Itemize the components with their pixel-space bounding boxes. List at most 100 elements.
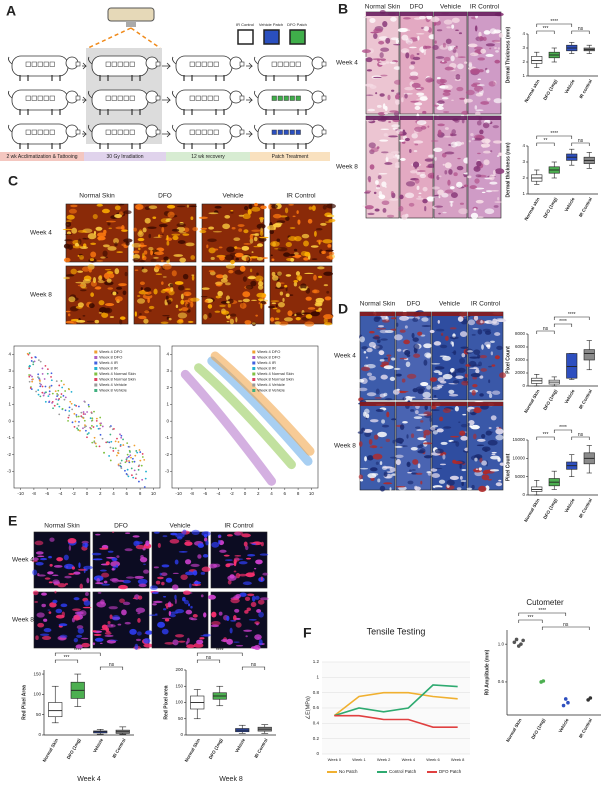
texture [65,221,72,227]
embedding-point [136,451,139,454]
embedding-point [91,417,94,420]
y-tick-label: -3 [165,468,169,473]
texture [274,317,280,321]
texture [463,98,473,103]
texture [307,307,316,310]
texture [474,46,483,50]
texture [90,251,97,258]
embedding-point [63,398,66,401]
texture [283,252,291,257]
embedding-point [86,433,89,436]
texture [459,202,465,205]
row-label: Week 8 [12,617,34,624]
data-point [514,637,519,642]
x-tick-label: 8 [297,491,300,496]
texture [459,358,466,365]
texture [311,205,316,211]
texture [467,319,476,326]
significance-bracket [536,436,555,440]
texture [137,230,144,238]
texture [230,313,237,317]
texture [432,386,441,391]
texture [404,137,410,142]
y-tick-label: 200 [175,667,183,672]
texture [256,608,262,613]
texture [256,256,264,261]
y-tick-label: 8000 [515,331,526,336]
embedding-point [141,478,144,481]
tattoo [271,129,277,135]
texture [358,474,364,480]
y-tick-label: 100 [33,692,41,697]
texture [316,239,323,243]
tattoo [201,129,207,135]
texture [411,133,418,139]
embedding-point [128,460,130,462]
texture [403,339,410,345]
texture [364,190,372,193]
texture [487,439,498,446]
texture [135,204,144,210]
x-tick-label: 8 [139,491,142,496]
embedding-point [114,440,117,443]
texture [113,238,119,244]
texture [409,46,417,49]
texture [95,226,103,231]
texture [37,574,46,577]
texture [65,233,73,236]
texture [379,446,383,449]
x-tick-label: -10 [175,491,182,496]
texture [489,393,493,398]
texture [297,219,301,225]
texture [389,487,392,491]
row-label: Week 4 [336,60,358,67]
legend-swatch [94,356,98,359]
texture [57,583,67,588]
texture [392,127,398,130]
data-point [512,640,517,645]
data-point [541,679,546,683]
arrow [162,96,171,104]
texture [375,92,378,95]
embedding-point [119,433,121,436]
texture [147,226,157,229]
texture [95,533,101,536]
texture [381,319,390,323]
embedding-point [139,459,142,462]
texture [497,197,500,201]
texture [153,566,159,569]
column-label: DFO [114,523,128,530]
texture [182,529,187,535]
texture [64,575,72,579]
texture [462,413,467,416]
texture [124,621,131,625]
texture [206,244,209,249]
texture [447,179,451,186]
texture [395,486,406,488]
texture [383,112,389,115]
embedding-point [58,384,61,387]
texture [400,140,405,142]
texture [190,563,200,567]
texture [96,203,103,207]
texture [424,404,428,411]
texture [392,389,400,395]
texture [140,554,144,559]
arrow [246,130,253,138]
texture [101,624,108,630]
embedding-point [109,446,112,449]
timeline-label: Patch Treatment [272,154,309,160]
texture [471,389,476,396]
embedding-point [145,470,147,473]
significance-bracket [99,666,124,670]
texture [208,270,215,273]
embedding-point [87,432,90,434]
texture [310,245,319,248]
texture [391,124,400,128]
texture [406,316,415,319]
texture [259,553,269,556]
texture [282,297,285,303]
texture [217,290,223,297]
texture [449,327,457,330]
texture [235,257,240,261]
